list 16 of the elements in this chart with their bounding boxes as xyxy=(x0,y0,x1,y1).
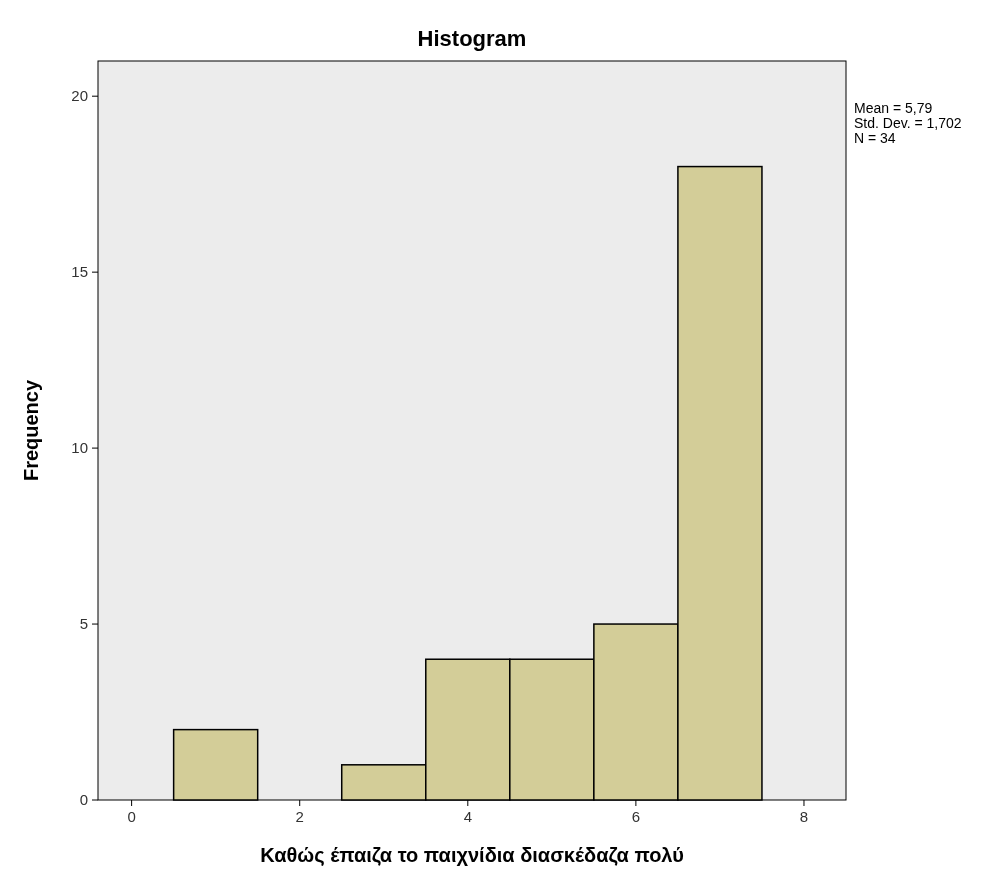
y-tick-label: 0 xyxy=(79,791,88,808)
text: Std. Dev. = 1,702 xyxy=(854,115,962,131)
y-tick-label: 5 xyxy=(79,615,88,633)
x-tick-label: 6 xyxy=(631,808,641,825)
text: Mean = 5,79 xyxy=(854,100,933,116)
x-tick-label: 8 xyxy=(799,808,809,825)
y-tick-label: 10 xyxy=(71,439,88,457)
text: N = 34 xyxy=(854,130,896,146)
x-tick-label: 2 xyxy=(295,808,304,825)
y-tick-label: 15 xyxy=(71,263,88,281)
x-axis-title: Καθώς έπαιζα το παιχνίδια διασκέδαζα πολύ xyxy=(260,844,684,866)
x-tick-label: 0 xyxy=(127,808,136,825)
y-axis-title: Frequency xyxy=(20,379,42,482)
x-tick-label: 4 xyxy=(463,808,472,825)
chart-title: Histogram xyxy=(417,26,527,51)
y-tick-label: 20 xyxy=(71,87,88,105)
